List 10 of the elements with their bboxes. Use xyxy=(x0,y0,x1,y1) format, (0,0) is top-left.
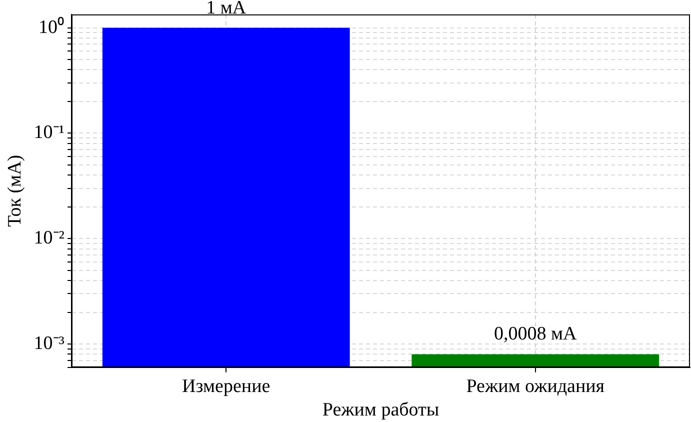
y-tick-label: 10⁻¹ xyxy=(34,122,65,144)
y-axis-title: Ток (мА) xyxy=(4,154,26,227)
data-label: 1 мА xyxy=(206,0,246,18)
x-axis-title: Режим работы xyxy=(322,400,440,421)
x-tick-label: Режим ожидания xyxy=(466,376,605,397)
x-tick-label: Измерение xyxy=(182,376,270,397)
data-label: 0,0008 мА xyxy=(494,324,578,345)
y-tick-label: 10⁰ xyxy=(38,16,64,38)
y-tick-label: 10⁻³ xyxy=(34,333,65,354)
y-tick-label: 10⁻² xyxy=(34,228,65,249)
